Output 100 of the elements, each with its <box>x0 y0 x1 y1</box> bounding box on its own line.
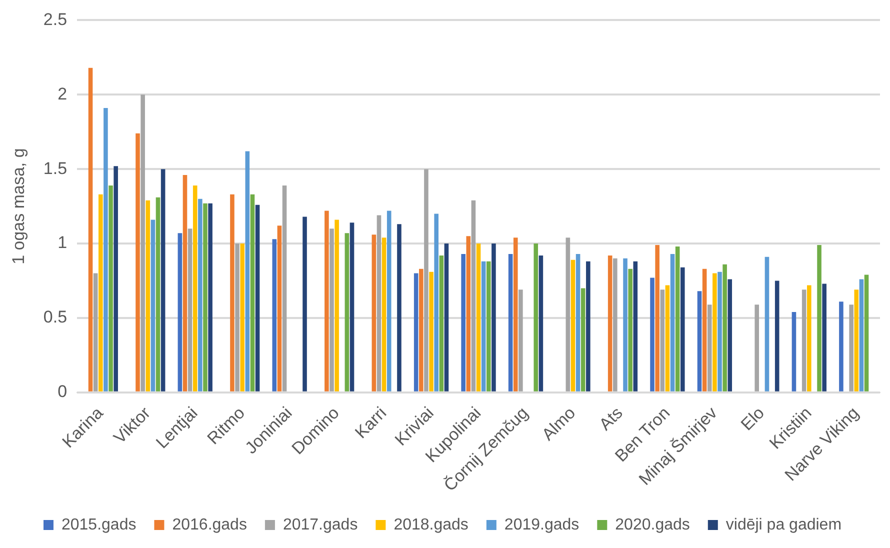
bar <box>98 194 103 392</box>
x-tick-label: Ats <box>596 403 626 434</box>
bar <box>382 238 386 392</box>
bar <box>136 133 140 392</box>
bar <box>344 233 350 392</box>
bar <box>324 210 329 392</box>
bar <box>302 216 307 392</box>
bar <box>150 220 156 392</box>
y-tick-label: 2.5 <box>43 10 68 29</box>
y-axis-title: 1 ogas masa, g <box>8 148 28 264</box>
bar <box>182 175 188 392</box>
bar <box>330 228 334 392</box>
bar <box>807 285 812 392</box>
bar <box>471 200 476 392</box>
bar <box>277 226 282 392</box>
bar <box>613 258 618 392</box>
x-tick-label: Elo <box>737 403 768 434</box>
bar <box>230 194 234 392</box>
bar <box>633 261 638 392</box>
bar <box>282 185 287 392</box>
bar <box>660 290 665 392</box>
bar <box>702 268 707 392</box>
bar <box>839 302 844 392</box>
bar <box>156 197 160 392</box>
bar <box>104 108 108 392</box>
bar <box>722 264 727 392</box>
bar <box>198 198 202 392</box>
y-tick-label: 2 <box>58 84 68 104</box>
bar <box>376 215 382 392</box>
bar <box>680 267 685 392</box>
bar <box>623 258 628 392</box>
bar <box>764 256 770 392</box>
bar <box>93 273 98 392</box>
bar <box>580 288 586 392</box>
bar <box>334 220 339 392</box>
bar <box>576 254 580 392</box>
bar <box>854 290 859 392</box>
bar <box>386 210 392 392</box>
bar <box>712 273 717 392</box>
bar <box>372 234 376 392</box>
bar <box>178 233 182 392</box>
bar <box>466 236 471 392</box>
bar <box>518 290 523 392</box>
legend-label: 2019.gads <box>504 516 580 534</box>
bar <box>476 244 481 392</box>
y-tick-label: 1 <box>58 233 68 252</box>
bar <box>188 228 192 392</box>
bar <box>146 200 150 392</box>
bar <box>718 272 722 392</box>
bar <box>414 273 418 392</box>
bar <box>534 244 538 392</box>
bar <box>570 260 576 392</box>
bar <box>513 238 518 392</box>
bar <box>859 279 864 392</box>
bar <box>675 246 680 392</box>
bar <box>628 268 632 392</box>
bar <box>240 244 244 392</box>
bar <box>792 312 796 392</box>
y-tick-label: 0 <box>58 382 68 402</box>
bar <box>864 274 869 392</box>
bar <box>670 254 675 392</box>
bar <box>707 304 712 392</box>
legend-label: 2015.gads <box>61 516 136 534</box>
bar <box>397 224 402 392</box>
bar <box>508 254 513 392</box>
bar <box>566 238 570 392</box>
bar <box>728 279 732 392</box>
legend-label: vidēji pa gadiem <box>726 516 842 534</box>
bar <box>160 169 166 392</box>
bar <box>774 280 780 392</box>
bar <box>88 68 93 392</box>
legend-label: 2017.gads <box>282 516 358 534</box>
bar <box>486 261 491 392</box>
bar <box>655 245 660 392</box>
bar <box>849 304 854 392</box>
bar <box>481 261 486 392</box>
bar <box>203 203 208 392</box>
bar <box>608 255 612 392</box>
bar <box>461 254 466 392</box>
bar <box>650 278 654 392</box>
bar <box>245 151 250 392</box>
bar <box>419 268 424 392</box>
bar <box>754 304 760 392</box>
bar <box>235 244 240 392</box>
bar <box>538 255 544 392</box>
bar <box>439 255 444 392</box>
bar <box>817 245 822 392</box>
y-tick-label: 1.5 <box>43 158 68 178</box>
legend-label: 2016.gads <box>172 516 247 534</box>
y-tick-label: 0.5 <box>43 308 68 327</box>
legend-label: 2020.gads <box>615 516 690 534</box>
bar <box>272 239 277 392</box>
bar <box>444 244 449 392</box>
bar <box>250 194 255 392</box>
bar <box>586 261 590 392</box>
bar <box>697 291 702 392</box>
bar <box>350 222 354 392</box>
bar <box>665 285 670 392</box>
bar <box>802 290 806 392</box>
bar <box>492 244 496 392</box>
